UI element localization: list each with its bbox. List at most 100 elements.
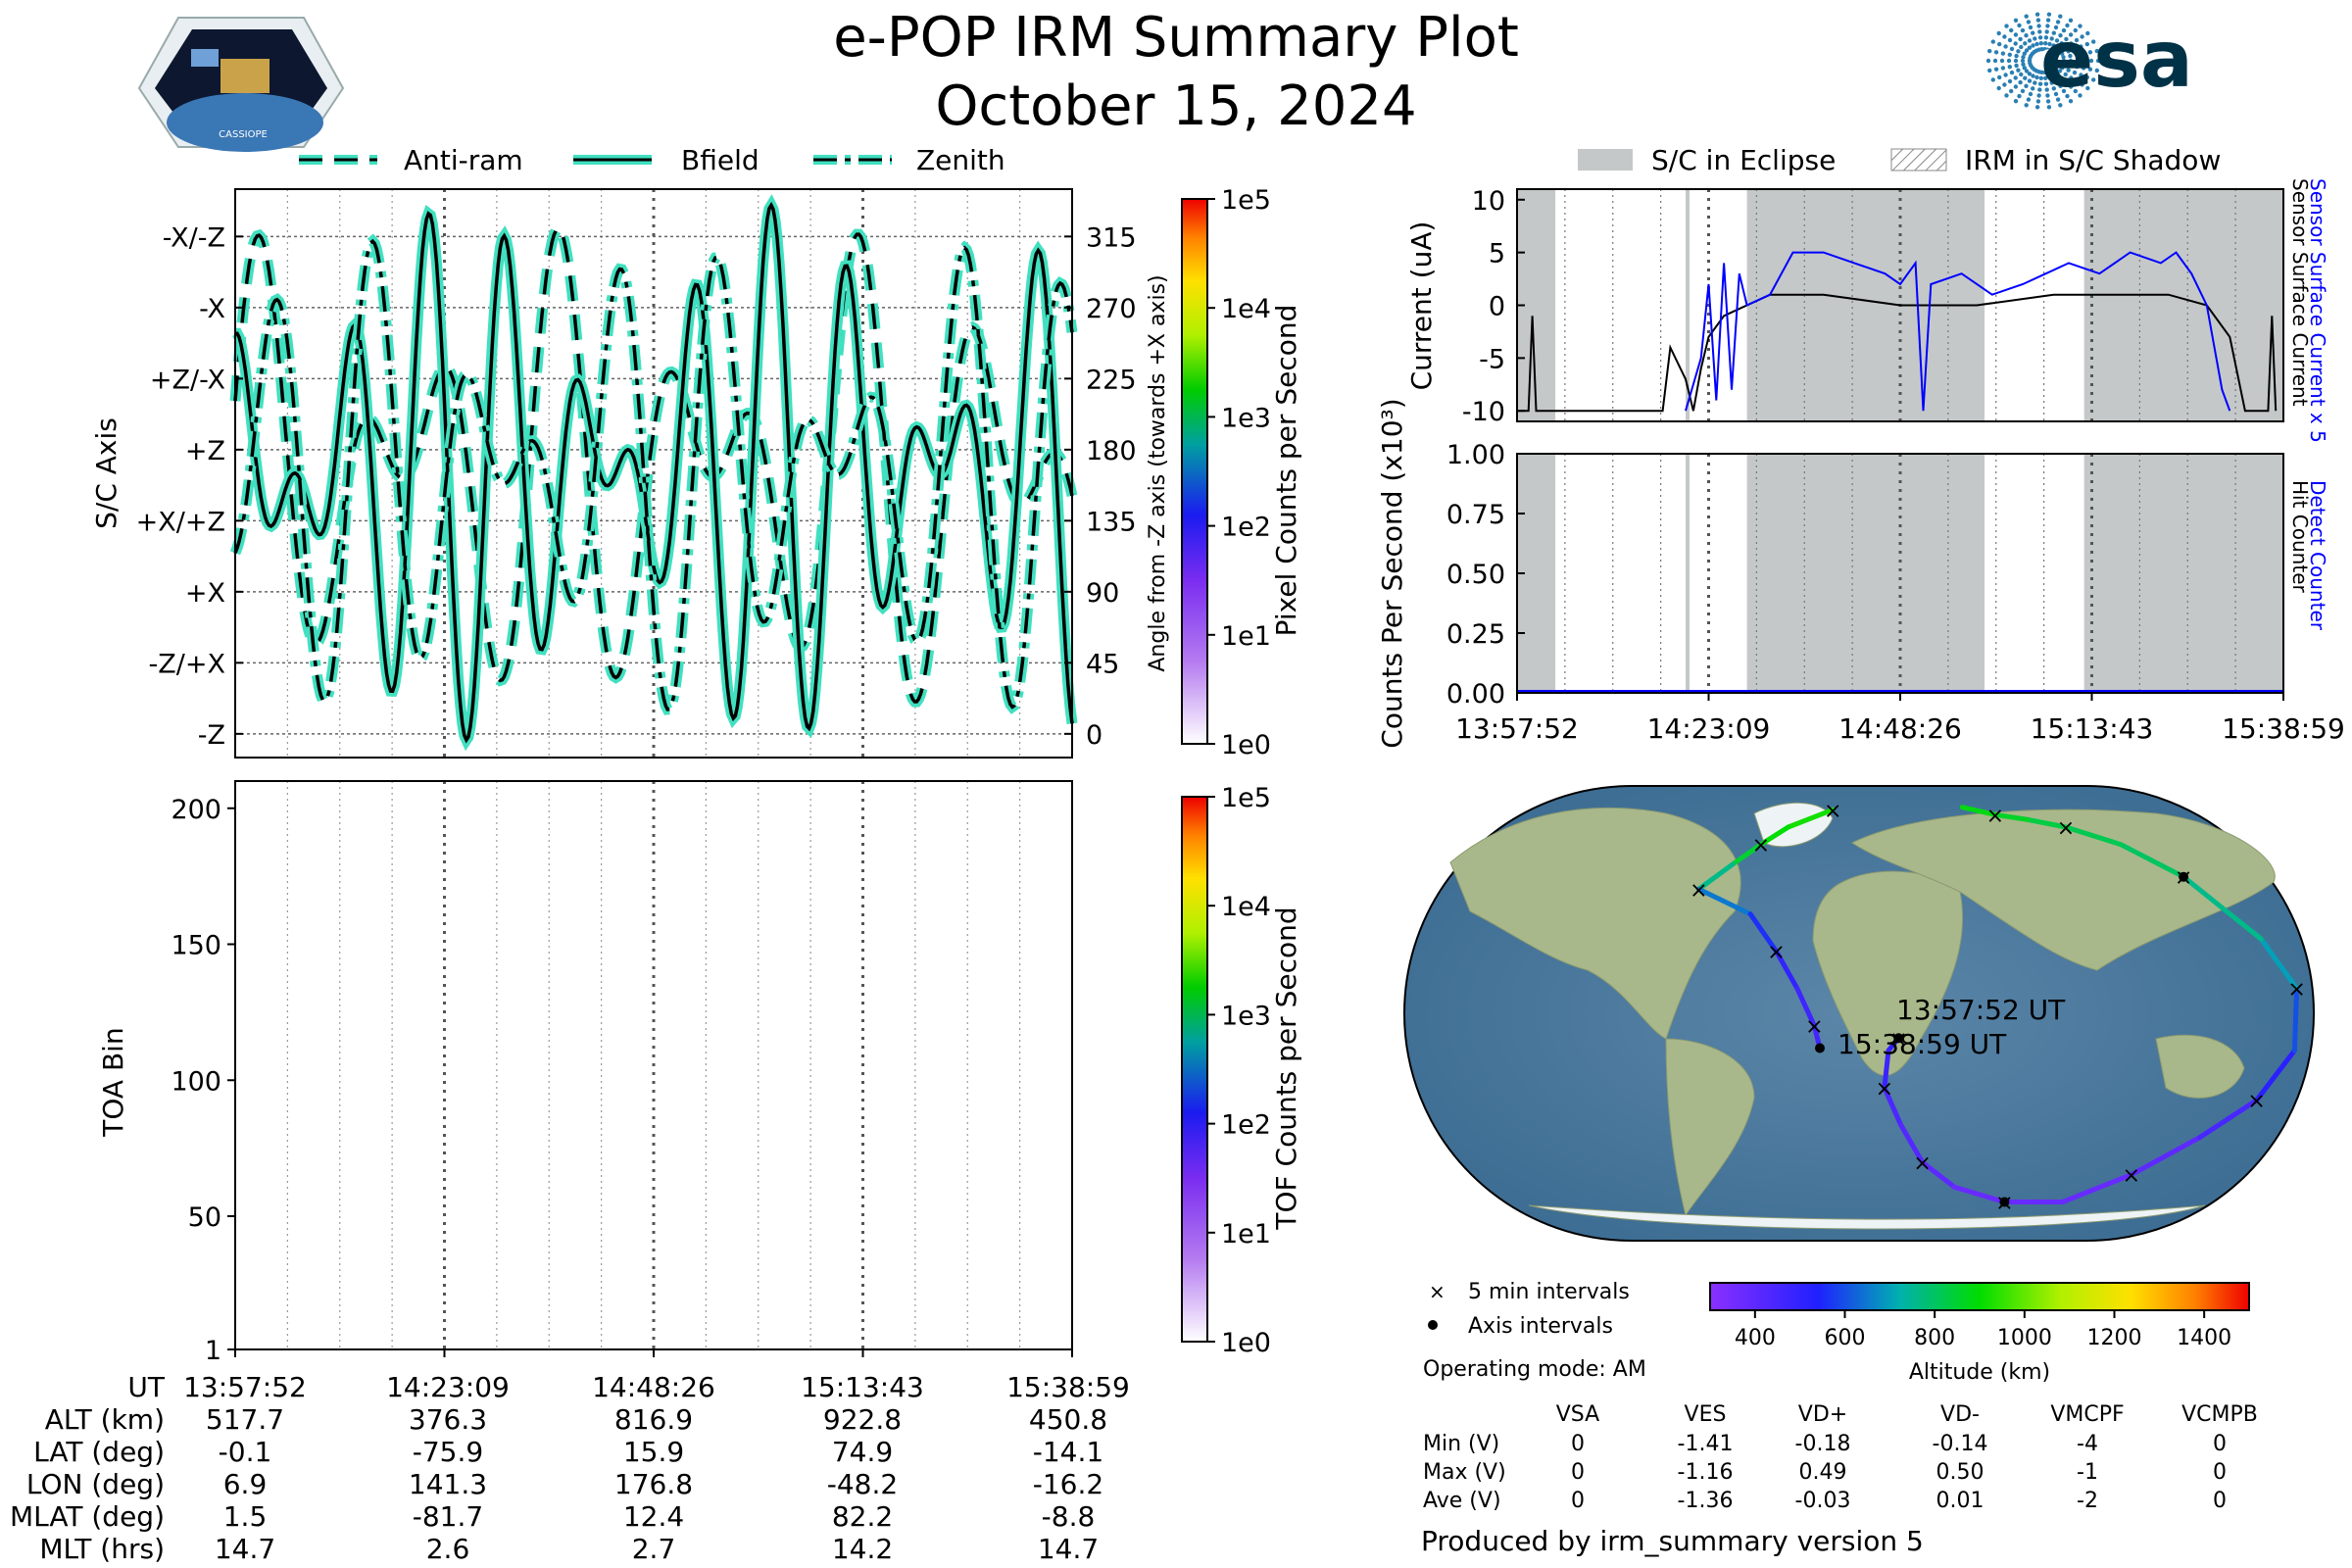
ephemeris-row-label: LAT (deg) (33, 1436, 165, 1468)
legend-zenith: Zenith (916, 144, 1005, 176)
esa-logo-dot (1996, 30, 2001, 36)
esa-logo-dot (2057, 48, 2063, 53)
eclipse-shade (1686, 454, 1690, 693)
esa-logo-dot (2078, 93, 2082, 98)
esa-logo-dot (2066, 68, 2071, 73)
p4-time-label: 14:23:09 (1647, 712, 1771, 745)
esa-logo-dot (2044, 29, 2049, 34)
track-segment (2060, 1172, 2134, 1204)
esa-logo-dot (2091, 39, 2096, 44)
legend-5min: 5 min intervals (1468, 1280, 1630, 1304)
counts-panel: 0.00 0.25 0.50 0.75 1.00 13:57:52 14:23:09 14:… (1376, 398, 2345, 748)
p3-ylabel: Current (uA) (1405, 221, 1438, 391)
esa-logo-dot (2002, 82, 2007, 87)
cb2-tick-label: 1e2 (1221, 1110, 1271, 1141)
legend-antiram: Anti-ram (404, 144, 523, 176)
voltage-column-header: VMCPF (2050, 1402, 2124, 1427)
esa-logo-dot (2068, 32, 2074, 37)
esa-logo-dot (2038, 41, 2043, 46)
track-segment (2129, 1135, 2203, 1178)
track-segment (1992, 811, 2031, 822)
track-segment (1786, 807, 1836, 830)
esa-logo-dot (2045, 24, 2050, 28)
esa-logo-dot (2023, 75, 2028, 80)
esa-logo-dot (2033, 80, 2037, 85)
p1-angle-tick: 135 (1086, 507, 1137, 537)
track-5min-marker: × (2123, 1164, 2140, 1189)
esa-logo-dot (2024, 69, 2030, 74)
p1-angle-tick: 180 (1086, 436, 1137, 466)
p4-time-label: 15:38:59 (2222, 712, 2345, 745)
esa-logo-dot (2061, 88, 2067, 94)
esa-logo-dot (2019, 72, 2024, 77)
altitude-tick-label: 1000 (1997, 1326, 2052, 1350)
esa-logo-dot (2068, 18, 2074, 23)
esa-logo-dot (2047, 74, 2052, 80)
esa-logo-dot (2034, 12, 2040, 17)
current-panel: -10 -5 0 5 10 Current (uA) Sensor Surface Cu… (1405, 178, 2329, 443)
track-axis-marker (1893, 1033, 1904, 1044)
surface-current-x5-line (1685, 251, 2231, 412)
esa-logo-dot (2065, 23, 2070, 28)
ephemeris-value: -0.1 (219, 1436, 272, 1468)
esa-logo-dot (2068, 63, 2073, 69)
esa-logo-dot (2060, 51, 2065, 56)
esa-logo-dot (2043, 35, 2049, 40)
esa-logo-dot (2013, 32, 2019, 37)
ephemeris-value: 1.5 (223, 1500, 268, 1533)
p1-angle-tick: 90 (1086, 578, 1119, 609)
esa-logo-dot (2053, 24, 2059, 30)
ephemeris-value: -81.7 (413, 1500, 483, 1533)
esa-logo-dot (2061, 58, 2067, 64)
esa-logo-dot (2095, 58, 2101, 64)
eclipse-legend: S/C in Eclipse IRM in S/C Shadow (1578, 144, 2221, 176)
ephemeris-row-label: LON (deg) (26, 1468, 165, 1500)
voltage-value: -0.14 (1933, 1432, 1988, 1456)
esa-logo-dot (2094, 68, 2099, 74)
track-segment (1882, 1048, 1891, 1091)
p1-angle-tick: 0 (1086, 720, 1102, 751)
cassiope-logo: CASSIOPE (137, 17, 345, 152)
esa-logo-dot (2037, 81, 2043, 86)
ephemeris-value: 176.8 (614, 1468, 693, 1500)
track-axis-marker (2179, 871, 2189, 882)
legend-dot-marker (1428, 1320, 1438, 1330)
ephemeris-value: 82.2 (832, 1500, 893, 1533)
esa-logo-dot (2014, 63, 2019, 69)
p4-ylabel: Counts Per Second (x10³) (1376, 398, 1408, 748)
ephemeris-value: 14.2 (832, 1533, 893, 1565)
esa-logo-dot (2051, 74, 2056, 78)
p1-angle-tick: 315 (1086, 222, 1137, 253)
pixel-colorbar (1181, 198, 1208, 745)
esa-logo-dot (2054, 78, 2060, 83)
esa-logo-dot (2085, 30, 2090, 36)
esa-logo-dot (2031, 30, 2035, 35)
esa-logo-dot (2017, 93, 2022, 99)
map-legend: × 5 min intervals Axis intervals Operati… (1423, 1280, 2250, 1385)
p1-angle-tick: 45 (1086, 649, 1119, 679)
esa-logo-dot (2020, 88, 2026, 94)
esa-logo-dot (2024, 14, 2029, 19)
esa-logo-dot (2073, 88, 2078, 94)
esa-logo-dot (2073, 27, 2078, 33)
esa-logo-dot (2021, 62, 2026, 67)
voltage-value: 0 (1571, 1432, 1585, 1456)
esa-logo-dot (2074, 78, 2080, 84)
voltage-value: -1 (2077, 1460, 2098, 1485)
voltage-value: -2 (2077, 1489, 2098, 1513)
altitude-tick-label: 600 (1825, 1326, 1866, 1350)
esa-logo-dot (2037, 29, 2042, 34)
ephemeris-row-label: MLAT (deg) (10, 1500, 165, 1533)
legend-eclipse: S/C in Eclipse (1651, 144, 1836, 176)
esa-logo-dot (2069, 41, 2074, 46)
cb1-tick-label: 1e1 (1221, 621, 1271, 652)
p1-axis-label: -Z/+X (149, 649, 225, 679)
esa-logo-dot (2091, 77, 2096, 82)
esa-logo-dot (2035, 18, 2041, 23)
esa-logo-dot (2043, 41, 2048, 46)
esa-logo-dot (2009, 70, 2015, 75)
esa-logo-dot (2024, 83, 2029, 89)
ephemeris-value: 12.4 (623, 1500, 684, 1533)
altitude-colorbar (1709, 1282, 2250, 1311)
track-segment (1882, 1085, 1904, 1128)
